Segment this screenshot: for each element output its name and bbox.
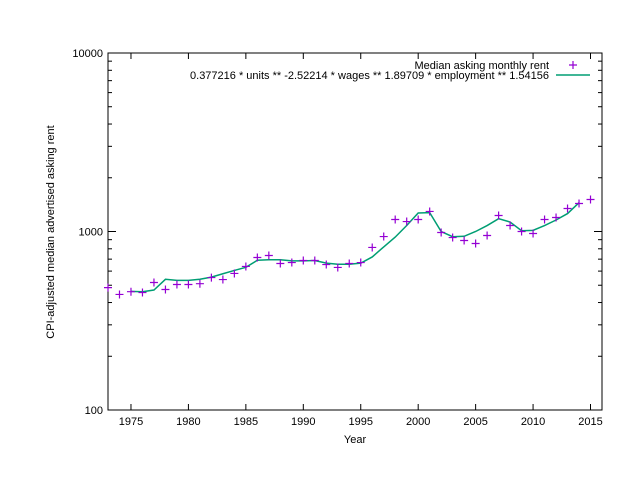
- legend-label-fit: 0.377216 * units ** -2.52214 * wages ** …: [190, 70, 549, 82]
- data-point: [517, 227, 526, 236]
- y-tick-label: 1000: [79, 227, 103, 239]
- data-point: [230, 269, 239, 278]
- x-tick-label: 2005: [463, 416, 487, 428]
- marks: [104, 195, 595, 299]
- data-point: [184, 280, 193, 289]
- data-point: [529, 229, 538, 238]
- data-point: [586, 195, 595, 204]
- data-point: [402, 217, 411, 226]
- fit-line: [130, 202, 580, 293]
- data-point: [471, 239, 480, 248]
- data-point: [448, 233, 457, 242]
- legend-marker-points: [569, 61, 577, 69]
- x-axis-label: Year: [344, 434, 367, 446]
- data-point: [207, 273, 216, 282]
- y-tick-label: 100: [85, 405, 103, 417]
- x-tick-label: 2000: [406, 416, 430, 428]
- data-point: [299, 256, 308, 265]
- x-tick-label: 1980: [176, 416, 200, 428]
- data-point: [276, 259, 285, 268]
- data-point: [437, 228, 446, 237]
- data-point: [494, 211, 503, 220]
- legend: Median asking monthly rent 0.377216 * un…: [190, 60, 590, 82]
- x-tick-label: 1985: [234, 416, 258, 428]
- data-point: [345, 259, 354, 268]
- data-point: [138, 288, 147, 297]
- data-point: [126, 287, 135, 296]
- plot-frame: [107, 52, 603, 411]
- data-point: [563, 204, 572, 213]
- data-point: [575, 199, 584, 208]
- data-point: [218, 275, 227, 284]
- data-point: [540, 215, 549, 224]
- data-point: [483, 231, 492, 240]
- x-tick-label: 1990: [291, 416, 315, 428]
- data-point: [195, 279, 204, 288]
- data-point: [149, 278, 158, 287]
- data-point: [264, 251, 273, 260]
- data-point: [287, 258, 296, 267]
- data-point: [379, 232, 388, 241]
- data-point: [322, 260, 331, 269]
- data-point: [460, 236, 469, 245]
- data-point: [414, 215, 423, 224]
- data-point: [253, 253, 262, 262]
- data-point: [333, 263, 342, 272]
- x-tick-label: 2010: [521, 416, 545, 428]
- data-point: [172, 280, 181, 289]
- data-point: [506, 221, 515, 230]
- data-point: [310, 256, 319, 265]
- data-point: [368, 243, 377, 252]
- data-point: [391, 215, 400, 224]
- x-tick-label: 1995: [349, 416, 373, 428]
- data-point: [104, 283, 112, 292]
- data-point: [115, 290, 124, 299]
- axes: 1975 1980 1985 1990 1995 2000 2005 2010 2015 100 1…: [72, 48, 602, 428]
- legend-label-points: Median asking monthly rent: [414, 60, 549, 72]
- y-axis-label: CPI-adjusted median advertised asking re…: [45, 125, 57, 338]
- x-tick-label: 1975: [119, 416, 143, 428]
- y-tick-label: 10000: [72, 48, 103, 60]
- data-point: [161, 285, 170, 294]
- x-tick-label: 2015: [578, 416, 602, 428]
- data-point: [241, 262, 250, 271]
- data-point: [356, 258, 365, 267]
- data-point: [552, 213, 561, 222]
- data-point: [425, 207, 434, 216]
